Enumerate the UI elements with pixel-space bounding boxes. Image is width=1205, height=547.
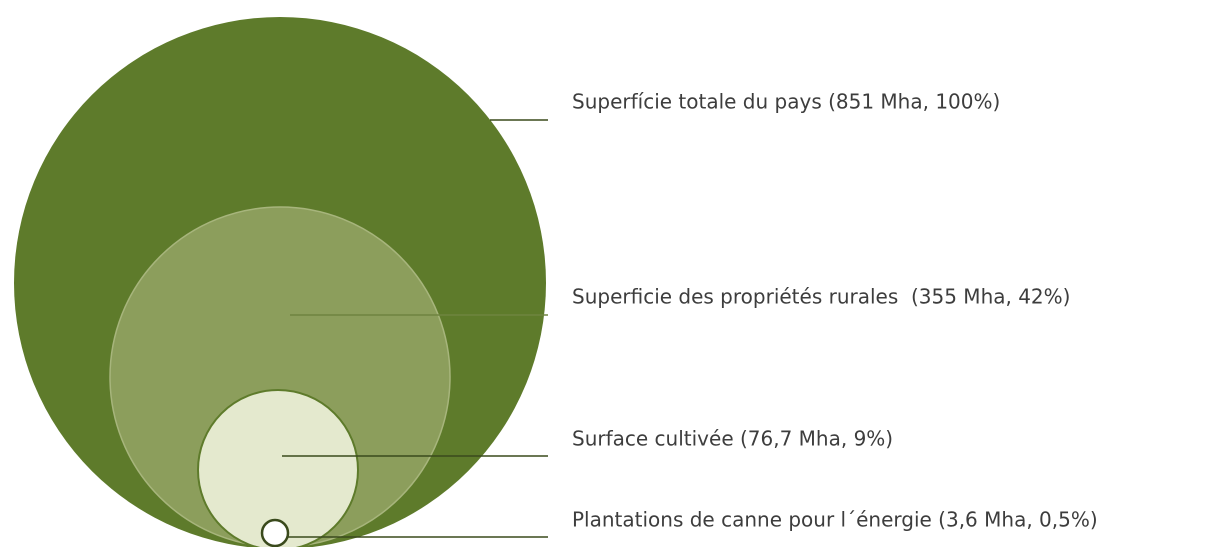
circle-cultivated <box>197 389 359 547</box>
label: Superficie des propriétés rurales (355 M… <box>572 285 1070 309</box>
label: Superfície totale du pays (851 Mha, 100%… <box>572 90 1000 114</box>
label: Plantations de canne pour l´énergie (3,6… <box>572 508 1098 532</box>
leader-lines <box>282 119 548 538</box>
circle-cane <box>260 518 290 547</box>
label: Surface cultivée (76,7 Mha, 9%) <box>572 427 893 451</box>
circles <box>14 17 546 547</box>
circle-rural <box>109 206 451 547</box>
